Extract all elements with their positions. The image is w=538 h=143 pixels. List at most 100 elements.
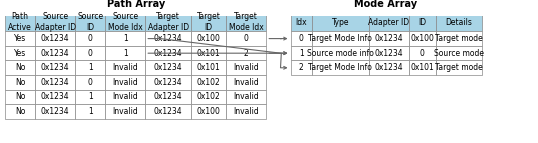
FancyBboxPatch shape — [312, 46, 369, 60]
FancyBboxPatch shape — [312, 60, 369, 75]
Text: ID: ID — [418, 18, 427, 27]
Text: 1: 1 — [88, 63, 93, 72]
FancyBboxPatch shape — [5, 31, 35, 46]
FancyBboxPatch shape — [409, 13, 436, 31]
Text: Target
Mode Idx: Target Mode Idx — [229, 12, 264, 32]
Text: 0x100: 0x100 — [410, 34, 434, 43]
Text: 0x101: 0x101 — [410, 63, 434, 72]
Text: 2: 2 — [244, 49, 249, 58]
FancyBboxPatch shape — [145, 60, 191, 75]
FancyBboxPatch shape — [191, 13, 226, 31]
FancyBboxPatch shape — [35, 31, 75, 46]
Text: Source mode info: Source mode info — [307, 49, 374, 58]
Text: 0x101: 0x101 — [196, 49, 221, 58]
Text: Source
Mode Idx: Source Mode Idx — [108, 12, 143, 32]
Text: Source mode: Source mode — [434, 49, 484, 58]
FancyBboxPatch shape — [5, 46, 35, 60]
FancyBboxPatch shape — [105, 46, 145, 60]
Text: Type: Type — [331, 18, 349, 27]
FancyBboxPatch shape — [436, 31, 482, 46]
FancyBboxPatch shape — [436, 13, 482, 31]
Text: 0x1234: 0x1234 — [41, 78, 69, 87]
Text: 1: 1 — [123, 49, 128, 58]
Text: 0x1234: 0x1234 — [154, 34, 182, 43]
Text: 0x1234: 0x1234 — [154, 49, 182, 58]
FancyBboxPatch shape — [75, 60, 105, 75]
Text: Invalid: Invalid — [112, 63, 138, 72]
FancyBboxPatch shape — [312, 31, 369, 46]
FancyBboxPatch shape — [105, 13, 145, 31]
FancyBboxPatch shape — [409, 31, 436, 46]
FancyBboxPatch shape — [226, 60, 266, 75]
Text: 0x1234: 0x1234 — [374, 49, 403, 58]
FancyBboxPatch shape — [5, 104, 35, 119]
Text: Adapter ID: Adapter ID — [368, 18, 409, 27]
FancyBboxPatch shape — [35, 90, 75, 104]
Text: 0x1234: 0x1234 — [154, 107, 182, 116]
Text: 1: 1 — [88, 107, 93, 116]
FancyBboxPatch shape — [75, 46, 105, 60]
FancyBboxPatch shape — [105, 104, 145, 119]
FancyBboxPatch shape — [226, 13, 266, 31]
FancyBboxPatch shape — [409, 60, 436, 75]
FancyBboxPatch shape — [35, 104, 75, 119]
Text: Target
ID: Target ID — [196, 12, 221, 32]
FancyBboxPatch shape — [291, 60, 312, 75]
Text: 0x1234: 0x1234 — [41, 93, 69, 102]
Text: 0x1234: 0x1234 — [41, 49, 69, 58]
FancyBboxPatch shape — [191, 46, 226, 60]
Text: 0x1234: 0x1234 — [41, 63, 69, 72]
Text: Target Mode Info: Target Mode Info — [308, 63, 372, 72]
FancyBboxPatch shape — [75, 13, 105, 31]
Text: Details: Details — [445, 18, 472, 27]
FancyBboxPatch shape — [291, 46, 312, 60]
Text: 0: 0 — [88, 49, 93, 58]
FancyBboxPatch shape — [145, 46, 191, 60]
FancyBboxPatch shape — [312, 13, 369, 31]
Text: 1: 1 — [123, 34, 128, 43]
Text: 0x1234: 0x1234 — [374, 34, 403, 43]
FancyBboxPatch shape — [436, 60, 482, 75]
FancyBboxPatch shape — [145, 75, 191, 90]
Text: Path Array: Path Array — [107, 0, 165, 9]
Text: Invalid: Invalid — [233, 78, 259, 87]
FancyBboxPatch shape — [5, 13, 35, 31]
FancyBboxPatch shape — [191, 104, 226, 119]
Text: 0x100: 0x100 — [196, 107, 221, 116]
FancyBboxPatch shape — [436, 46, 482, 60]
Text: Target mode: Target mode — [435, 63, 483, 72]
FancyBboxPatch shape — [369, 46, 409, 60]
FancyBboxPatch shape — [75, 75, 105, 90]
FancyBboxPatch shape — [226, 46, 266, 60]
FancyBboxPatch shape — [105, 60, 145, 75]
FancyBboxPatch shape — [369, 13, 409, 31]
Text: Invalid: Invalid — [233, 107, 259, 116]
FancyBboxPatch shape — [145, 13, 191, 31]
FancyBboxPatch shape — [75, 90, 105, 104]
Text: 0x1234: 0x1234 — [41, 34, 69, 43]
Text: Invalid: Invalid — [112, 107, 138, 116]
FancyBboxPatch shape — [105, 75, 145, 90]
FancyBboxPatch shape — [291, 31, 312, 46]
Text: Invalid: Invalid — [112, 78, 138, 87]
FancyBboxPatch shape — [5, 75, 35, 90]
Text: Invalid: Invalid — [233, 63, 259, 72]
FancyBboxPatch shape — [191, 60, 226, 75]
Text: 0: 0 — [244, 34, 249, 43]
Text: Source
Adapter ID: Source Adapter ID — [34, 12, 76, 32]
Text: 0x1234: 0x1234 — [154, 93, 182, 102]
Text: 0: 0 — [88, 78, 93, 87]
FancyBboxPatch shape — [35, 75, 75, 90]
Text: Path
Active: Path Active — [8, 12, 32, 32]
Text: Source
ID: Source ID — [77, 12, 103, 32]
FancyBboxPatch shape — [369, 31, 409, 46]
FancyBboxPatch shape — [75, 31, 105, 46]
Text: 0x100: 0x100 — [196, 34, 221, 43]
FancyBboxPatch shape — [291, 13, 312, 31]
Text: 0x102: 0x102 — [196, 78, 221, 87]
FancyBboxPatch shape — [105, 31, 145, 46]
FancyBboxPatch shape — [105, 90, 145, 104]
Text: 0x101: 0x101 — [196, 63, 221, 72]
Text: Target Mode Info: Target Mode Info — [308, 34, 372, 43]
Text: Target
Adapter ID: Target Adapter ID — [147, 12, 189, 32]
